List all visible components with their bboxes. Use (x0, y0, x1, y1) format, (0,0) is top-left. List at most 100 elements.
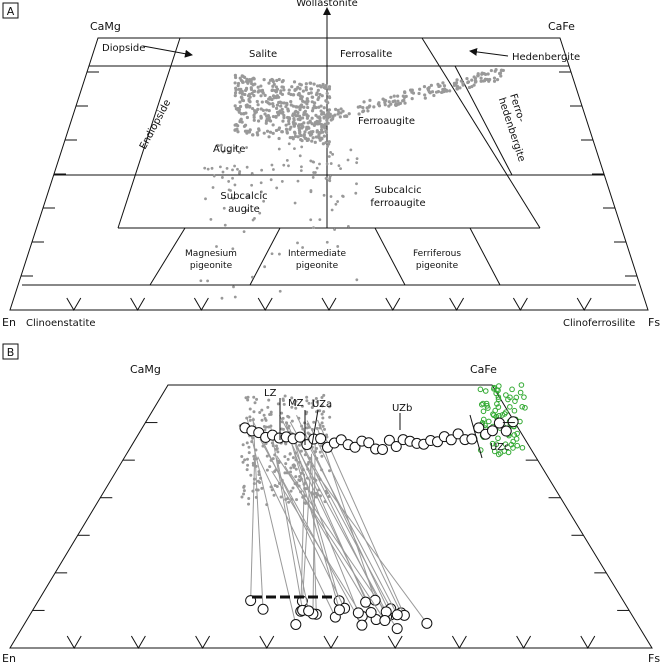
data-point (294, 105, 298, 109)
data-point (268, 130, 273, 134)
tie-line (276, 455, 386, 621)
tick (66, 635, 82, 649)
corner-label: CaMg (90, 20, 121, 33)
data-point (306, 105, 310, 110)
data-point (470, 78, 474, 82)
data-point (279, 495, 283, 499)
data-point (495, 396, 502, 403)
data-point (282, 113, 286, 118)
data-point (283, 455, 287, 459)
data-point (244, 87, 248, 92)
data-point (315, 84, 320, 88)
data-point (349, 148, 353, 152)
data-point (507, 404, 513, 410)
data-point (265, 454, 269, 458)
data-point (284, 123, 288, 127)
data-point (477, 386, 484, 393)
data-point (249, 86, 253, 90)
data-point (345, 114, 349, 118)
data-point (493, 69, 497, 73)
data-point (301, 89, 305, 93)
data-point (354, 191, 358, 195)
data-point (306, 114, 310, 118)
data-point (277, 147, 281, 151)
data-point (291, 93, 296, 97)
data-point (253, 82, 257, 86)
tick (576, 297, 592, 311)
data-point (310, 122, 314, 126)
data-point (253, 109, 257, 113)
data-point (322, 106, 326, 110)
data-point (322, 134, 326, 138)
data-point (281, 79, 285, 83)
data-point (225, 167, 229, 170)
data-point (251, 106, 255, 111)
data-point (315, 91, 319, 95)
data-point (287, 88, 291, 92)
data-point (294, 475, 298, 479)
data-point (491, 386, 497, 392)
data-point (267, 109, 271, 113)
data-point (231, 197, 235, 200)
data-point (283, 394, 287, 398)
data-point (262, 413, 266, 417)
data-point (324, 114, 328, 119)
data-point (259, 107, 263, 111)
data-point (285, 159, 289, 162)
data-point (320, 412, 324, 416)
data-point (277, 77, 281, 82)
data-point (339, 167, 342, 171)
data-point (293, 402, 297, 406)
data-point (461, 81, 465, 85)
data-point (290, 396, 294, 400)
data-point (264, 418, 268, 422)
data-point (312, 420, 316, 424)
data-point (302, 105, 306, 109)
data-point (347, 112, 351, 116)
data-point (495, 404, 502, 410)
end-member-label: Hedenbergite (512, 52, 580, 63)
data-point (312, 101, 317, 105)
data-point (423, 96, 427, 100)
data-point (357, 112, 361, 116)
data-point (250, 275, 254, 279)
tie-line (270, 425, 304, 611)
tie-line (251, 418, 346, 609)
data-point (231, 168, 234, 172)
data-point (280, 130, 284, 134)
data-point (263, 112, 267, 116)
data-point (269, 410, 273, 414)
data-point (304, 82, 308, 86)
data-point (239, 112, 243, 116)
data-point (309, 218, 313, 222)
data-point (310, 116, 314, 120)
data-point (233, 81, 237, 85)
data-point (426, 88, 431, 92)
data-point (238, 170, 242, 173)
data-point (266, 101, 270, 105)
zone-label: UZb (392, 403, 412, 414)
leader (311, 409, 319, 446)
data-point (307, 401, 311, 405)
data-point (310, 100, 314, 104)
data-point (292, 118, 296, 122)
data-point (294, 406, 298, 410)
data-point (262, 424, 266, 428)
data-point (279, 89, 283, 93)
data-point (294, 109, 298, 113)
data-point (458, 86, 462, 90)
tie-line (276, 457, 310, 611)
data-point (310, 109, 315, 113)
data-point (271, 84, 275, 88)
data-point (476, 73, 480, 77)
data-point (418, 87, 422, 91)
data-point (263, 265, 267, 269)
data-point (244, 396, 248, 400)
field-line (469, 227, 501, 286)
data-point (259, 181, 263, 185)
data-point (278, 252, 281, 256)
data-point (245, 115, 250, 120)
data-point (300, 404, 304, 408)
data-point (455, 78, 459, 82)
